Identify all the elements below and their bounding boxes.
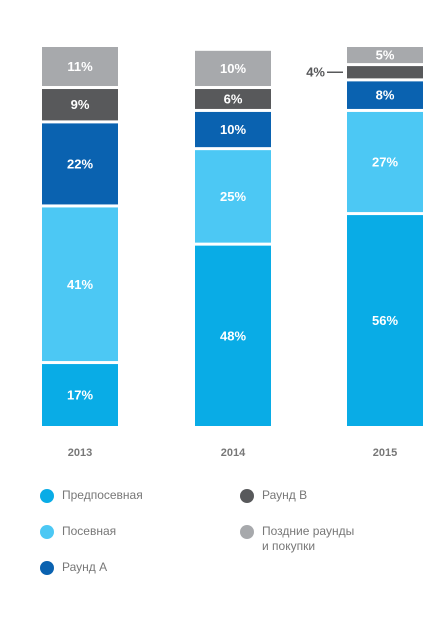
data-label-2015-round-b: 4% [306,65,325,80]
bar-segment-2015-round-a [347,81,423,109]
data-label-2013-seed: 41% [67,277,93,292]
bar-segment-2014-round-b [195,89,271,109]
data-label-2014-late-rounds: 10% [220,61,246,76]
legend-swatch-round-a [40,561,54,575]
legend-swatch-round-b [240,489,254,503]
legend-item-round-b: Раунд B [240,488,307,503]
bar-segment-2013-preseed [42,364,118,426]
legend-item-seed: Посевная [40,524,116,539]
bar-segment-2014-preseed [195,245,271,426]
bar-segment-2013-late-rounds [42,47,118,87]
bar-segment-2015-round-b [347,66,423,79]
legend-label-seed: Посевная [62,524,117,538]
legend-swatch-seed [40,525,54,539]
data-label-2015-preseed: 56% [372,313,398,328]
bar-segment-2014-late-rounds [195,50,271,87]
data-label-2015-round-a: 8% [376,88,395,103]
legend-swatch-late-rounds [240,525,254,539]
bar-segment-2013-round-b [42,89,118,121]
bar-segment-2015-late-rounds [347,47,423,64]
data-label-2013-preseed: 17% [67,388,93,403]
bar-segment-2014-round-a [195,111,271,148]
x-tick-label-2014: 2014 [221,447,246,459]
bar-segment-2013-round-a [42,123,118,205]
data-label-2015-late-rounds: 5% [376,48,395,63]
data-label-2014-preseed: 48% [220,328,246,343]
legend-item-round-a: Раунд А [40,560,107,575]
x-tick-label-2015: 2015 [373,447,397,459]
bar-segment-2015-seed [347,111,423,213]
legend-label-preseed: Предпосевная [62,488,143,502]
data-label-2014-round-a: 10% [220,122,246,137]
x-tick-label-2013: 2013 [68,447,92,459]
bar-segment-2015-preseed [347,215,423,426]
legend-label-round-b: Раунд B [262,488,308,502]
data-label-2014-seed: 25% [220,189,246,204]
data-label-2013-round-a: 22% [67,156,93,171]
legend-label-round-a: Раунд А [62,560,108,574]
legend-item-late-rounds: Поздние раунды и покупки [240,524,354,554]
stacked-bar-chart: 17% 41% 22% 9% 11% 2013 48% 25% 10% 6% 10% 2014 56% 2… [42,47,423,459]
data-label-2015-seed: 27% [372,155,398,170]
legend-label-late-rounds: Поздние раунды и покупки [262,524,355,553]
data-label-2014-round-b: 6% [224,91,243,106]
legend-swatch-preseed [40,489,54,503]
data-label-2013-late-rounds: 11% [67,59,93,74]
bar-segment-2014-seed [195,150,271,243]
bar-segment-2013-seed [42,207,118,362]
legend: Предпосевная Посевная Раунд А Раунд B По… [0,478,438,598]
data-label-2013-round-b: 9% [71,97,90,112]
legend-item-preseed: Предпосевная [40,488,143,503]
